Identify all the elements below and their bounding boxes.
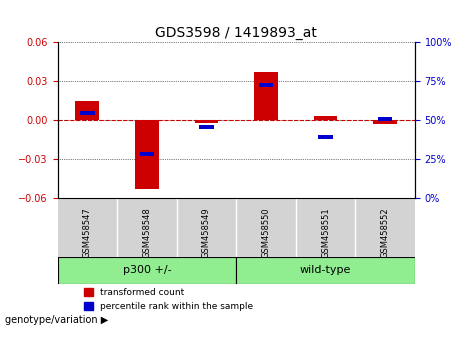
Bar — [313, 116, 337, 120]
Text: GSM458552: GSM458552 — [381, 207, 390, 258]
Bar — [373, 120, 397, 124]
Bar — [254, 72, 278, 120]
Text: GSM458547: GSM458547 — [83, 207, 92, 258]
Text: genotype/variation ▶: genotype/variation ▶ — [5, 315, 108, 325]
Bar — [199, 125, 213, 129]
Bar — [195, 120, 219, 123]
Title: GDS3598 / 1419893_at: GDS3598 / 1419893_at — [155, 26, 317, 40]
Bar — [378, 117, 392, 121]
Legend: transformed count, percentile rank within the sample: transformed count, percentile rank withi… — [80, 285, 257, 314]
FancyBboxPatch shape — [236, 257, 415, 284]
Text: GSM458548: GSM458548 — [142, 207, 152, 258]
Bar — [319, 135, 333, 139]
Text: GSM458551: GSM458551 — [321, 207, 330, 258]
Text: p300 +/-: p300 +/- — [123, 265, 171, 275]
Bar — [80, 110, 95, 115]
FancyBboxPatch shape — [58, 257, 236, 284]
Bar — [76, 101, 99, 120]
Bar — [259, 84, 273, 87]
Bar — [135, 120, 159, 189]
Bar — [140, 152, 154, 156]
Text: wild-type: wild-type — [300, 265, 351, 275]
Text: GSM458549: GSM458549 — [202, 207, 211, 258]
Text: GSM458550: GSM458550 — [261, 207, 271, 258]
